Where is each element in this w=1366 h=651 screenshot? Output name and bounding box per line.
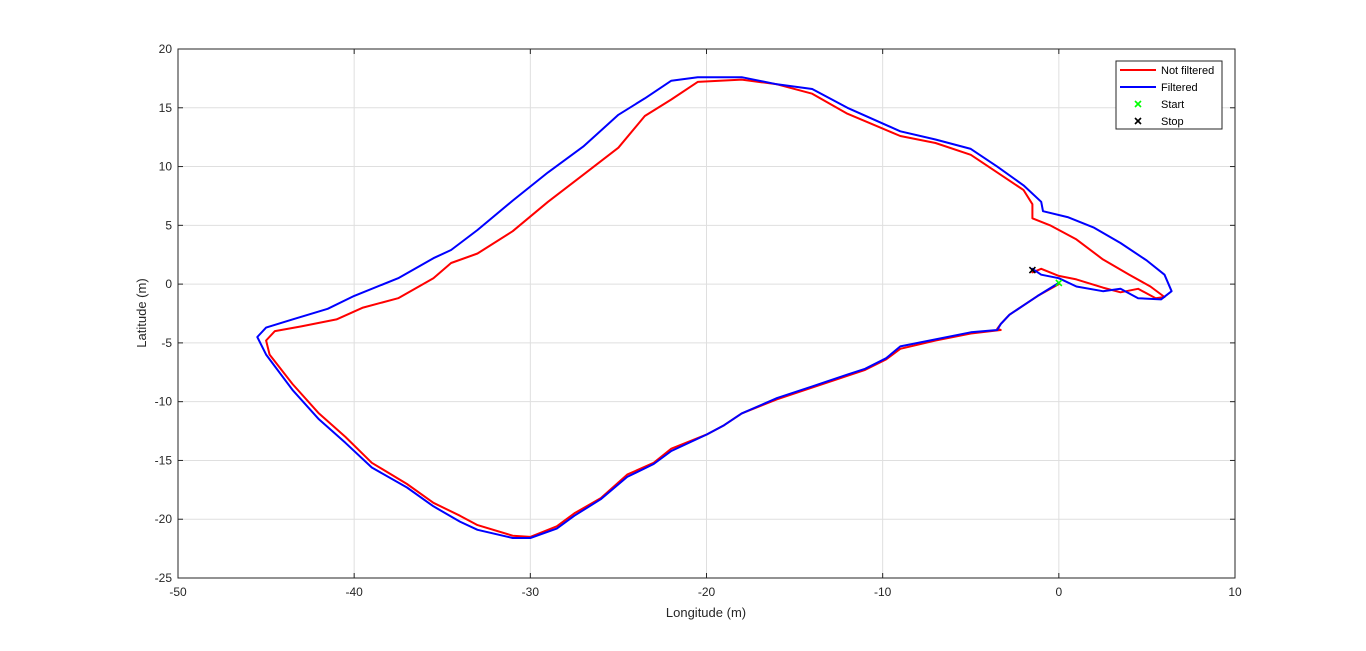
y-tick-label: -25 [155,571,173,585]
y-tick-label: -20 [155,512,173,526]
legend-swatch-stop [1134,117,1142,125]
series-layer [256,76,1173,539]
x-tick-label: -10 [874,585,892,599]
marker-start [1055,279,1063,287]
x-tick-label: 10 [1228,585,1242,599]
y-tick-label: -15 [155,453,173,467]
marker-layer [1028,266,1063,287]
y-tick-label: 5 [165,218,172,232]
legend-label-stop: Stop [1161,116,1184,128]
y-tick-label: -5 [161,336,172,350]
y-axis-title: Latitude (m) [134,278,149,347]
legend: Not filtered Filtered Start Stop [1115,60,1223,130]
x-axis-title: Longitude (m) [666,605,746,620]
y-tick-label: 10 [159,160,173,174]
legend-label-start: Start [1161,99,1184,111]
legend-box [1115,60,1223,130]
legend-label-not-filtered: Not filtered [1161,65,1214,77]
x-tick-label: -40 [345,585,363,599]
x-tick-label: 0 [1055,585,1062,599]
series-line-filtered [256,76,1173,539]
x-tick-label: -20 [698,585,716,599]
y-tick-label: 15 [159,101,173,115]
series-line-not-filtered [265,78,1166,538]
y-tick-label: -10 [155,395,173,409]
marker-stop [1028,266,1036,274]
y-tick-label: 20 [159,42,173,56]
grid-lines [178,49,1235,578]
x-tick-label: -30 [522,585,540,599]
legend-swatch-start [1134,100,1142,108]
legend-label-filtered: Filtered [1161,82,1198,94]
y-tick-label: 0 [165,277,172,291]
x-tick-label: -50 [169,585,187,599]
